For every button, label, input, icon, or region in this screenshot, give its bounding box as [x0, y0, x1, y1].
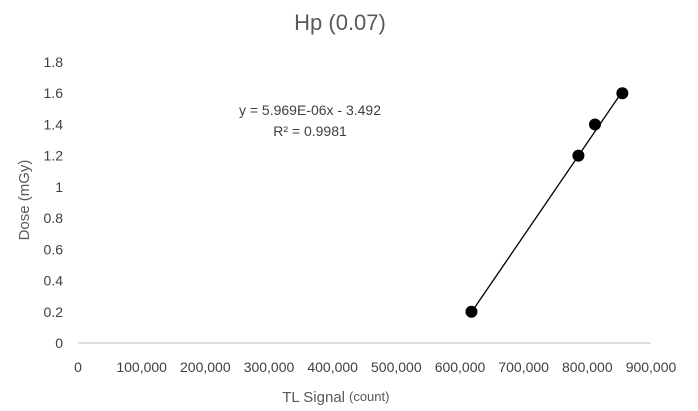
x-tick-label: 400,000 — [307, 359, 358, 375]
y-tick-label: 1.8 — [44, 54, 64, 70]
data-point — [616, 87, 629, 100]
x-axis-title: TL Signal — [282, 389, 345, 406]
x-axis-unit: (count) — [349, 389, 389, 404]
x-tick-label: 600,000 — [435, 359, 486, 375]
x-tick-label: 800,000 — [562, 359, 613, 375]
x-axis-ticks: 0 100,000 200,000 300,000 400,000 500,000 600,… — [74, 359, 676, 375]
x-tick-label: 700,000 — [498, 359, 549, 375]
x-tick-label: 200,000 — [180, 359, 231, 375]
trendline-equation: y = 5.969E-06x - 3.492 — [239, 102, 381, 118]
y-tick-label: 1.2 — [44, 148, 64, 164]
y-axis-ticks: 0 0.2 0.4 0.6 0.8 1 1.2 1.4 1.6 1.8 — [44, 54, 64, 351]
y-tick-label: 0 — [55, 335, 63, 351]
data-point — [465, 305, 478, 318]
y-tick-label: 0.2 — [44, 304, 64, 320]
y-tick-label: 0.6 — [44, 241, 64, 257]
y-tick-label: 1.4 — [44, 116, 64, 132]
y-tick-label: 1 — [55, 179, 63, 195]
y-tick-label: 0.4 — [44, 273, 64, 289]
data-points — [465, 87, 629, 318]
x-tick-label: 900,000 — [626, 359, 677, 375]
y-tick-label: 0.8 — [44, 210, 64, 226]
x-tick-label: 100,000 — [116, 359, 167, 375]
chart-title: Hp (0.07) — [294, 10, 386, 35]
x-tick-label: 300,000 — [244, 359, 295, 375]
y-axis-title: Dose (mGy) — [16, 160, 33, 241]
x-tick-label: 0 — [74, 359, 82, 375]
data-point — [572, 149, 585, 162]
x-tick-label: 500,000 — [371, 359, 422, 375]
y-tick-label: 1.6 — [44, 85, 64, 101]
r-squared-label: R² = 0.9981 — [273, 123, 347, 139]
data-point — [588, 118, 601, 131]
